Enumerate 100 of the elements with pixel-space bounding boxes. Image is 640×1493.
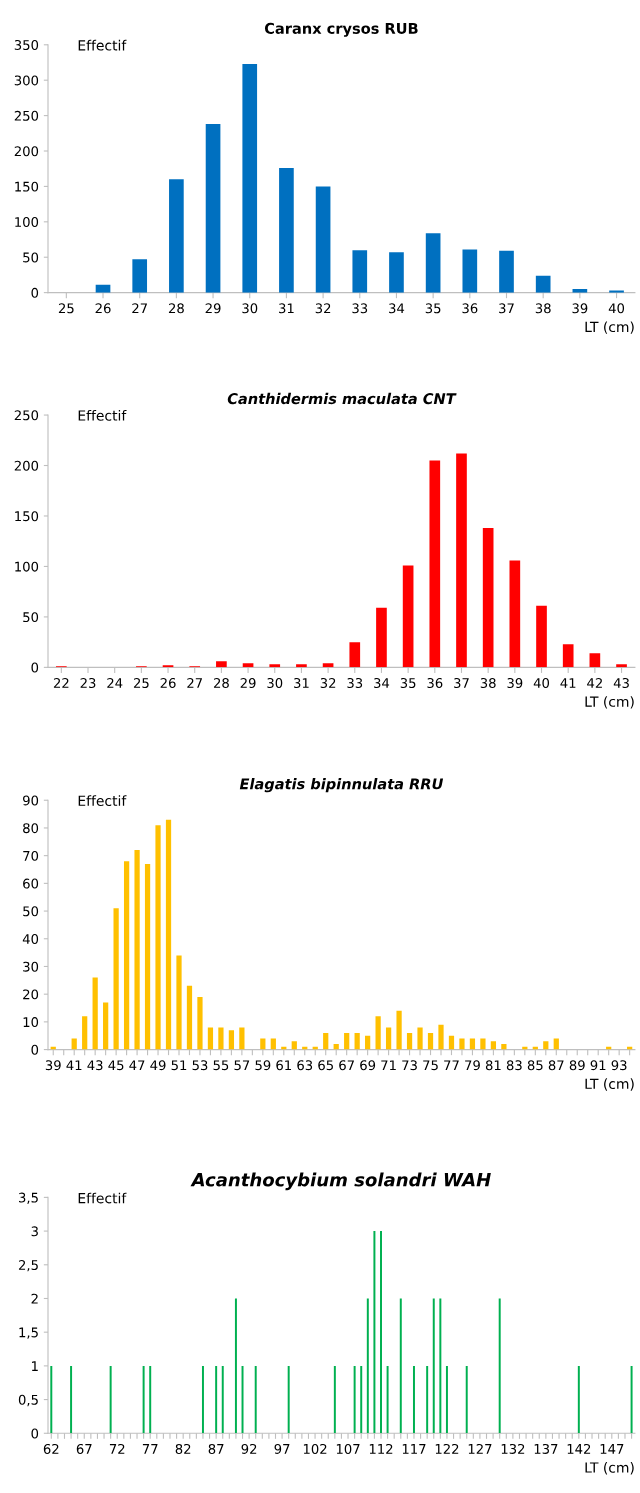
bar [425, 233, 441, 293]
y-axis-title: Effectif [78, 410, 127, 421]
bar [490, 1041, 497, 1050]
x-tick-label: 93 [611, 1060, 627, 1071]
bar [207, 1027, 214, 1050]
y-tick-label: 100 [15, 561, 39, 572]
x-tick-label: 37 [454, 678, 469, 688]
x-tick-label: 32 [315, 303, 331, 314]
y-tick-label: 0 [31, 287, 39, 298]
y-tick-label: 2,5 [18, 1260, 38, 1272]
bar [354, 1032, 360, 1050]
bar [396, 1010, 402, 1050]
x-tick-label: 35 [425, 303, 441, 314]
x-tick-label: 87 [548, 1060, 564, 1071]
bar [438, 1024, 444, 1050]
x-tick-label: 65 [318, 1060, 333, 1071]
bar [376, 607, 387, 668]
bar [242, 663, 254, 668]
x-tick-label: 27 [187, 678, 202, 688]
x-tick-label: 137 [534, 1443, 558, 1454]
x-tick-label: 47 [129, 1060, 145, 1071]
bar [228, 1030, 235, 1050]
bar [197, 996, 203, 1050]
x-axis-title: LT (cm) [585, 1462, 634, 1475]
x-tick-label: 43 [613, 678, 629, 688]
bar [427, 1032, 434, 1050]
y-tick-label: 50 [23, 906, 39, 917]
bar [501, 1044, 507, 1050]
chart-title: Canthidermis maculata CNT [227, 392, 457, 405]
x-tick-label: 42 [587, 678, 602, 688]
x-axis-title: LT (cm) [585, 696, 634, 709]
bar [322, 663, 334, 668]
x-tick-label: 34 [374, 678, 390, 688]
x-tick-label: 31 [294, 678, 309, 688]
x-tick-label: 30 [242, 303, 258, 314]
bar [616, 664, 627, 668]
x-tick-label: 51 [171, 1060, 187, 1071]
x-tick-label: 41 [66, 1060, 82, 1071]
x-tick-label: 40 [608, 303, 625, 314]
x-tick-label: 85 [527, 1060, 543, 1071]
x-tick-label: 81 [485, 1060, 501, 1071]
y-axis-title: Effectif [78, 39, 127, 51]
bar [536, 605, 547, 668]
x-tick-label: 23 [80, 678, 96, 688]
y-tick-label: 250 [14, 410, 39, 421]
y-tick-label: 350 [14, 40, 39, 50]
x-tick-label: 72 [109, 1443, 125, 1454]
x-tick-label: 39 [45, 1060, 61, 1071]
x-tick-label: 73 [402, 1060, 417, 1071]
x-tick-label: 45 [108, 1060, 124, 1071]
bar [509, 560, 521, 668]
x-tick-label: 34 [389, 303, 405, 314]
bar [239, 1027, 245, 1050]
x-tick-label: 91 [590, 1060, 606, 1071]
x-tick-label: 28 [213, 678, 229, 688]
x-tick-label: 41 [560, 678, 576, 688]
x-tick-label: 82 [175, 1443, 191, 1454]
x-tick-label: 37 [499, 303, 514, 314]
bar [132, 259, 148, 293]
bar [260, 1038, 266, 1050]
x-tick-label: 63 [297, 1060, 313, 1071]
bar [162, 665, 174, 668]
y-tick-label: 200 [14, 146, 39, 157]
bar [71, 1038, 77, 1050]
x-tick-label: 39 [572, 303, 588, 314]
bar [205, 124, 221, 293]
bar [375, 1016, 381, 1050]
bar [113, 908, 119, 1050]
x-tick-label: 132 [501, 1443, 525, 1454]
bar [402, 565, 414, 668]
x-tick-label: 35 [400, 678, 416, 688]
y-tick-label: 1 [32, 1361, 38, 1371]
x-tick-label: 38 [535, 303, 551, 314]
x-tick-label: 107 [336, 1443, 360, 1454]
y-tick-label: 50 [23, 612, 39, 623]
bar [553, 1038, 559, 1050]
x-tick-label: 102 [303, 1443, 327, 1454]
bar [482, 528, 494, 668]
x-tick-label: 36 [427, 678, 443, 688]
x-tick-label: 97 [274, 1443, 290, 1454]
x-tick-label: 69 [360, 1060, 376, 1071]
x-tick-label: 71 [381, 1060, 396, 1071]
chart-title: Elagatis bipinnulata RRU [239, 778, 444, 793]
x-tick-label: 117 [402, 1444, 426, 1454]
bar [144, 863, 151, 1050]
x-tick-label: 59 [255, 1060, 271, 1071]
y-tick-label: 70 [23, 850, 39, 861]
x-tick-label: 33 [352, 303, 368, 314]
bar [315, 186, 331, 293]
x-tick-label: 31 [279, 303, 294, 314]
bar [291, 1041, 297, 1050]
x-tick-label: 77 [444, 1060, 459, 1071]
y-tick-label: 40 [22, 933, 39, 944]
x-tick-label: 53 [192, 1060, 208, 1071]
x-tick-label: 24 [107, 678, 123, 688]
y-tick-label: 0 [31, 662, 39, 673]
bar [279, 168, 294, 293]
x-tick-label: 29 [205, 303, 221, 314]
y-tick-label: 3,5 [19, 1192, 38, 1204]
x-tick-label: 26 [160, 678, 176, 688]
